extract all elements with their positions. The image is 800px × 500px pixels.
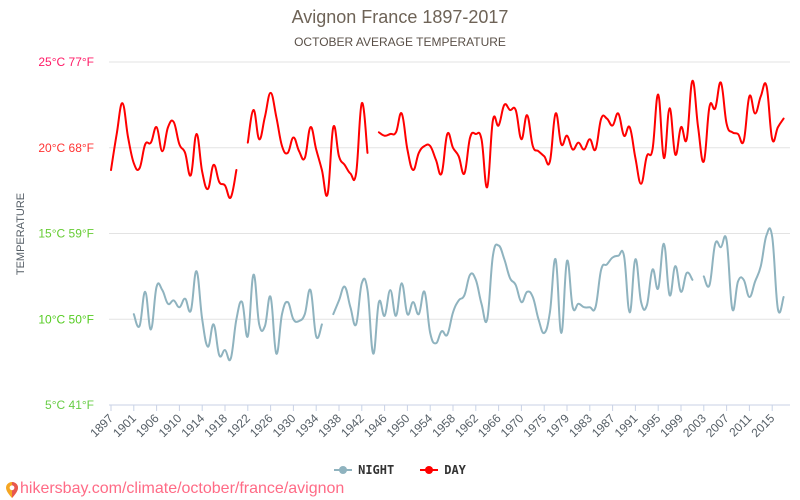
x-tick-label: 1914 (179, 411, 208, 440)
night-line-segment (132, 270, 323, 362)
day-line-segment (377, 79, 785, 189)
series-night (132, 227, 785, 362)
chart-subtitle: OCTOBER AVERAGE TEMPERATURE (294, 35, 506, 49)
x-tick-label: 1970 (498, 411, 527, 440)
x-tick-label: 1906 (133, 411, 162, 440)
x-tick-label: 1918 (201, 411, 230, 440)
chart-title: Avignon France 1897-2017 (291, 7, 509, 27)
x-tick-label: 1991 (612, 411, 641, 440)
x-tick-label: 2011 (726, 411, 754, 439)
day-line-segment (110, 102, 238, 200)
y-tick-label: 10°C 50°F (38, 312, 94, 326)
x-tick-label: 1995 (635, 411, 664, 440)
x-tick-label: 1926 (247, 411, 276, 440)
x-tick-label: 1987 (589, 411, 618, 440)
legend-item-day[interactable]: DAY (420, 463, 466, 477)
map-pin-icon (6, 482, 18, 498)
day-line-segment (246, 91, 369, 197)
x-tick-label: 1962 (452, 411, 481, 440)
x-tick-label: 2015 (749, 411, 778, 440)
source-link[interactable]: hikersbay.com/climate/october/france/avi… (20, 480, 345, 497)
x-tick-label: 1975 (521, 411, 550, 440)
x-tick-label: 1910 (156, 411, 185, 440)
x-tick-label: 1901 (110, 411, 139, 440)
x-tick-label: 1983 (566, 411, 595, 440)
x-tick-label: 1930 (270, 411, 299, 440)
y-tick-label: 5°C 41°F (45, 398, 94, 412)
day-series-icon (420, 466, 439, 474)
x-tick-label: 1946 (361, 411, 390, 440)
x-tick-label: 2003 (680, 411, 709, 440)
legend-label-day: DAY (444, 463, 466, 477)
x-tick-label: 1966 (475, 411, 504, 440)
x-tick-label: 1979 (543, 411, 572, 440)
x-tick-label: 1922 (224, 411, 253, 440)
x-tick-label: 1950 (384, 411, 413, 440)
y-tick-label: 15°C 59°F (38, 227, 94, 241)
legend-item-night[interactable]: NIGHT (334, 463, 394, 477)
x-tick-label: 1999 (657, 411, 686, 440)
legend-label-night: NIGHT (358, 463, 395, 477)
y-tick-label: 20°C 68°F (38, 141, 94, 155)
x-tick-label: 1934 (293, 411, 322, 440)
night-series-icon (334, 466, 353, 474)
x-tick-label: 2007 (703, 411, 732, 440)
temperature-chart: 25°C 77°F 20°C 68°F 15°C 59°F 10°C 50°F 5°C … (38, 55, 790, 440)
x-tick-label: 1954 (407, 411, 436, 440)
legend: NIGHT DAY (0, 463, 800, 477)
night-line-segment (332, 242, 694, 355)
series-day (110, 79, 785, 200)
x-tick-label: 1958 (429, 411, 458, 440)
night-line-segment (702, 227, 785, 314)
y-tick-label: 25°C 77°F (38, 55, 94, 69)
x-tick-label: 1942 (338, 411, 367, 440)
x-tick-label: 1897 (87, 411, 116, 440)
x-tick-label: 1938 (315, 411, 344, 440)
